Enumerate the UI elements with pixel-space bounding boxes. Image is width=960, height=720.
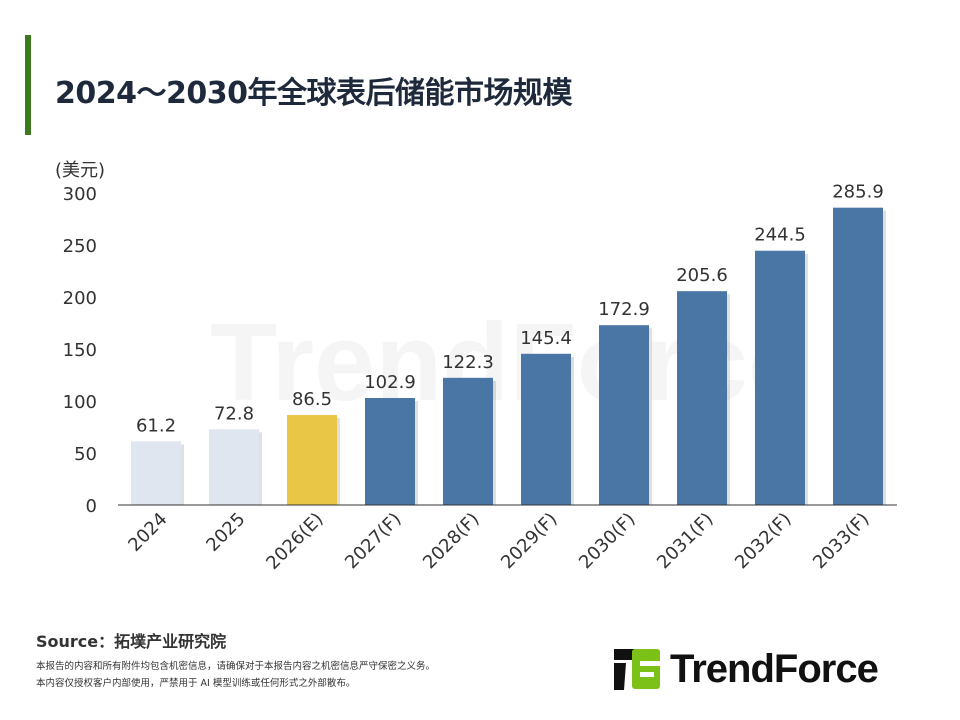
x-tick-label: 2026(E) bbox=[262, 509, 327, 574]
data-label: 205.6 bbox=[676, 265, 728, 286]
x-tick-label: 2029(F) bbox=[497, 509, 562, 574]
page-title: 2024～2030年全球表后储能市场规模 bbox=[55, 76, 573, 111]
y-tick-label: 200 bbox=[63, 288, 97, 309]
bar-2026(E) bbox=[287, 415, 337, 505]
y-tick-label: 50 bbox=[74, 444, 97, 465]
data-label: 285.9 bbox=[832, 182, 884, 203]
x-tick-label: 2025 bbox=[202, 509, 249, 556]
data-label: 72.8 bbox=[214, 403, 254, 424]
bar-2029(F) bbox=[521, 353, 571, 505]
disclaimer-line-2: 本内容仅授权客户内部使用，严禁用于 AI 模型训练或任何形式之外部散布。 bbox=[36, 678, 356, 689]
x-tick-label: 2033(F) bbox=[809, 509, 874, 574]
y-tick-label: 100 bbox=[63, 392, 97, 413]
data-label: 61.2 bbox=[136, 415, 176, 436]
bar-2030(F) bbox=[599, 325, 649, 505]
bar-2032(F) bbox=[755, 250, 805, 505]
y-tick-label: 300 bbox=[63, 184, 97, 205]
data-label: 86.5 bbox=[292, 389, 332, 410]
x-tick-label: 2032(F) bbox=[731, 509, 796, 574]
x-tick-label: 2027(F) bbox=[341, 509, 406, 574]
data-label: 244.5 bbox=[754, 225, 806, 246]
bar-2028(F) bbox=[443, 377, 493, 505]
trendforce-logo-icon bbox=[614, 649, 660, 690]
y-axis-unit-label: (美元) bbox=[55, 160, 105, 181]
y-tick-label: 150 bbox=[63, 340, 97, 361]
trendforce-logo-text: TrendForce bbox=[670, 646, 879, 691]
source-label: Source：拓墣产业研究院 bbox=[36, 632, 227, 651]
y-tick-label: 250 bbox=[63, 236, 97, 257]
data-label: 122.3 bbox=[442, 352, 494, 373]
y-tick-label: 0 bbox=[86, 496, 97, 517]
bar-2025 bbox=[209, 429, 259, 505]
data-label: 102.9 bbox=[364, 372, 416, 393]
trendforce-logo: TrendForce bbox=[612, 646, 879, 692]
bar-2027(F) bbox=[365, 397, 415, 505]
bar-2031(F) bbox=[677, 291, 727, 505]
data-label: 172.9 bbox=[598, 299, 650, 320]
x-tick-label: 2030(F) bbox=[575, 509, 640, 574]
data-label: 145.4 bbox=[520, 328, 572, 349]
x-tick-label: 2028(F) bbox=[419, 509, 484, 574]
bar-2024 bbox=[131, 441, 181, 505]
disclaimer-line-1: 本报告的内容和所有附件均包含机密信息，请确保对于本报告内容之机密信息严守保密之义… bbox=[36, 661, 436, 672]
x-tick-label: 2031(F) bbox=[653, 509, 718, 574]
bar-2033(F) bbox=[833, 207, 883, 505]
x-tick-label: 2024 bbox=[124, 509, 171, 556]
title-accent-bar bbox=[25, 35, 31, 135]
